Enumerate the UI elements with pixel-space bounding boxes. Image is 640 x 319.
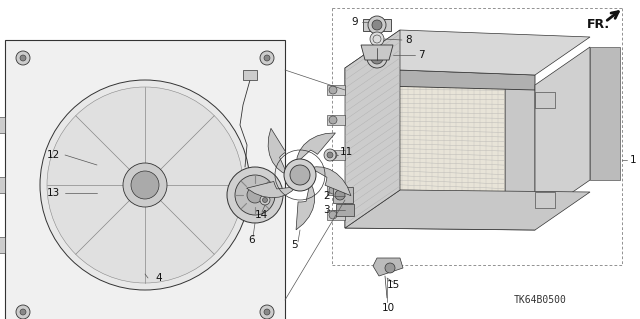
- Circle shape: [371, 52, 383, 64]
- Circle shape: [329, 86, 337, 94]
- Circle shape: [367, 48, 387, 68]
- Text: 10: 10: [381, 303, 395, 313]
- Polygon shape: [268, 128, 288, 176]
- Polygon shape: [0, 237, 5, 253]
- Circle shape: [131, 171, 159, 199]
- Polygon shape: [327, 210, 345, 220]
- Text: 12: 12: [47, 150, 60, 160]
- Text: 3: 3: [323, 205, 330, 215]
- Polygon shape: [345, 30, 400, 228]
- Text: 5: 5: [292, 240, 298, 250]
- Circle shape: [262, 197, 268, 203]
- Polygon shape: [246, 182, 298, 198]
- Circle shape: [20, 55, 26, 61]
- Circle shape: [368, 16, 386, 34]
- Polygon shape: [345, 72, 375, 220]
- Polygon shape: [345, 218, 535, 230]
- Circle shape: [16, 305, 30, 319]
- Circle shape: [227, 167, 283, 223]
- Polygon shape: [535, 192, 555, 208]
- Circle shape: [264, 55, 270, 61]
- Circle shape: [123, 163, 167, 207]
- Circle shape: [284, 159, 316, 191]
- Text: 4: 4: [155, 273, 162, 283]
- Text: 2: 2: [323, 191, 330, 201]
- Polygon shape: [309, 167, 351, 196]
- Circle shape: [335, 190, 345, 200]
- Polygon shape: [327, 185, 345, 195]
- Polygon shape: [375, 72, 505, 220]
- Polygon shape: [505, 78, 535, 218]
- Circle shape: [329, 151, 337, 159]
- Polygon shape: [0, 177, 5, 193]
- Polygon shape: [5, 40, 285, 319]
- Circle shape: [16, 51, 30, 65]
- Circle shape: [260, 305, 274, 319]
- Circle shape: [40, 80, 250, 290]
- Text: 14: 14: [255, 210, 268, 220]
- Polygon shape: [0, 117, 5, 133]
- Polygon shape: [345, 190, 590, 230]
- Polygon shape: [243, 70, 257, 80]
- Circle shape: [370, 32, 384, 46]
- Text: 1: 1: [630, 155, 637, 165]
- Text: 6: 6: [249, 235, 255, 245]
- Text: 11: 11: [340, 147, 353, 157]
- Text: 9: 9: [351, 17, 358, 27]
- Polygon shape: [373, 258, 403, 276]
- Circle shape: [247, 187, 263, 203]
- Circle shape: [329, 186, 337, 194]
- Polygon shape: [327, 115, 345, 125]
- Circle shape: [290, 165, 310, 185]
- Polygon shape: [327, 85, 345, 95]
- Circle shape: [47, 87, 243, 283]
- Polygon shape: [336, 204, 354, 216]
- Circle shape: [260, 195, 270, 205]
- Text: 15: 15: [387, 280, 399, 290]
- Polygon shape: [327, 150, 345, 160]
- Circle shape: [329, 211, 337, 219]
- Circle shape: [260, 51, 274, 65]
- Circle shape: [372, 20, 382, 30]
- Polygon shape: [296, 181, 315, 230]
- Polygon shape: [345, 30, 590, 75]
- Polygon shape: [590, 47, 620, 180]
- Polygon shape: [535, 47, 590, 218]
- Circle shape: [329, 116, 337, 124]
- Text: 7: 7: [418, 50, 424, 60]
- Polygon shape: [535, 92, 555, 108]
- Polygon shape: [361, 45, 393, 60]
- Circle shape: [264, 309, 270, 315]
- Text: 13: 13: [47, 188, 60, 198]
- Circle shape: [20, 309, 26, 315]
- Polygon shape: [333, 187, 353, 203]
- Text: TK64B0500: TK64B0500: [513, 295, 566, 305]
- Polygon shape: [295, 133, 335, 164]
- Text: FR.: FR.: [587, 19, 610, 32]
- Circle shape: [385, 263, 395, 273]
- Text: 8: 8: [405, 35, 412, 45]
- Polygon shape: [363, 19, 391, 31]
- Circle shape: [324, 149, 336, 161]
- Polygon shape: [345, 68, 535, 90]
- Circle shape: [327, 152, 333, 158]
- Circle shape: [235, 175, 275, 215]
